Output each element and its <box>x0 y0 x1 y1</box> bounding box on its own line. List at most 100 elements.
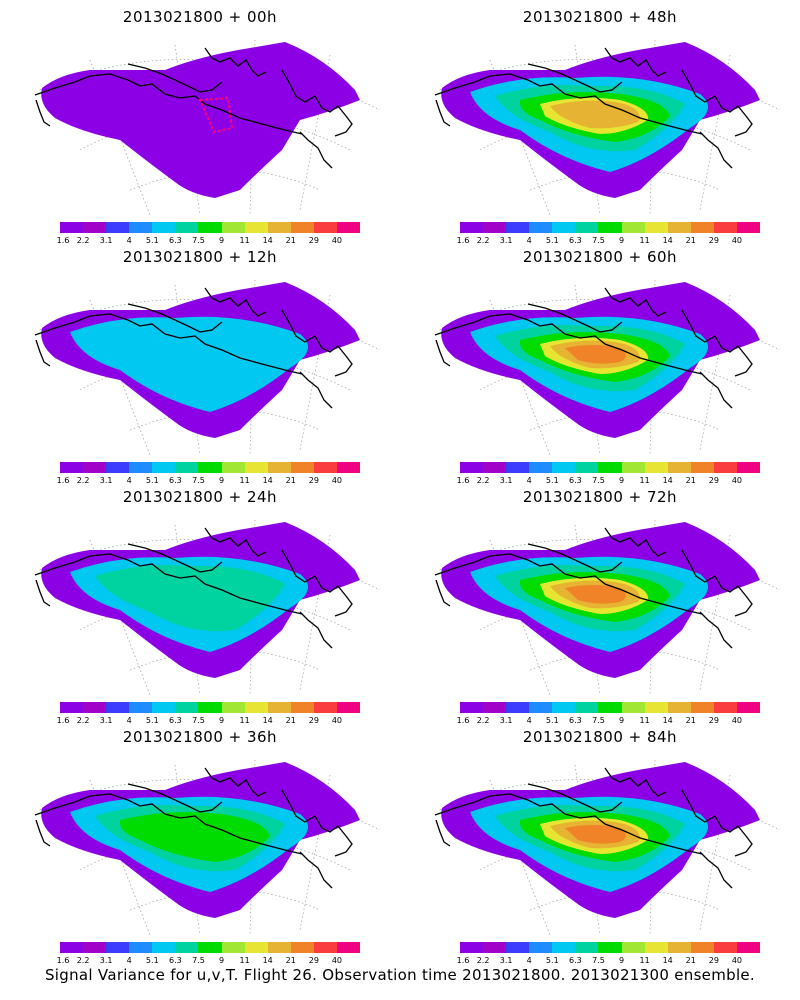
colorbar-swatch <box>152 222 176 233</box>
colorbar-swatch <box>552 222 576 233</box>
colorbar-label: 21 <box>285 716 296 725</box>
colorbar-swatch <box>644 702 668 713</box>
colorbar-label: 6.3 <box>169 716 182 725</box>
colorbar-label: 21 <box>285 476 296 485</box>
colorbar-label: 2.2 <box>476 236 490 245</box>
forecast-panel: 2013021800 + 12h 1.6 2.2 3.1 4 5.1 6.3 7.5 9 11 14… <box>0 240 400 485</box>
colorbar-swatch <box>60 222 84 233</box>
variance-contour <box>41 42 360 198</box>
colorbar-label: 6.3 <box>169 956 182 965</box>
colorbar-label: 29 <box>308 956 319 965</box>
colorbar-label: 14 <box>262 476 273 485</box>
colorbar-swatch <box>244 462 268 473</box>
colorbar-label: 1.6 <box>56 236 70 245</box>
coastline <box>127 543 223 573</box>
coastline <box>34 313 303 375</box>
colorbar-label: 11 <box>639 716 650 725</box>
colorbar-swatch <box>506 462 530 473</box>
colorbar-swatch <box>575 942 599 953</box>
colorbar-label: 6.3 <box>569 236 582 245</box>
colorbar-swatch <box>313 462 337 473</box>
colorbar-swatch <box>313 702 337 713</box>
panel-title: 2013021800 + 12h <box>122 248 278 266</box>
colorbar-label: 7.5 <box>592 476 605 485</box>
variance-map <box>34 279 381 456</box>
coastline <box>127 63 223 93</box>
colorbar-label: 4 <box>126 956 132 965</box>
variance-contour <box>565 585 626 604</box>
colorbar-label: 4 <box>526 956 532 965</box>
colorbar-swatch <box>106 222 130 233</box>
colorbar-swatch <box>644 462 668 473</box>
colorbar <box>460 942 761 953</box>
colorbar-label: 14 <box>262 716 273 725</box>
colorbar-label: 3.1 <box>99 716 113 725</box>
forecast-panel: 2013021800 + 00h 1.6 2.2 3.1 4 5.1 6.3 7.5 9 11 14… <box>0 0 400 245</box>
coastline <box>127 303 223 333</box>
colorbar-label: 29 <box>708 476 719 485</box>
panel-title: 2013021800 + 36h <box>122 728 278 746</box>
colorbar-swatch <box>736 702 761 713</box>
colorbar-label: 40 <box>731 716 743 725</box>
colorbar-swatch <box>290 942 314 953</box>
colorbar-swatch <box>736 462 761 473</box>
colorbar-label: 21 <box>285 236 296 245</box>
coastline <box>604 47 667 77</box>
colorbar-label: 5.1 <box>545 956 559 965</box>
variance-map <box>34 39 381 216</box>
colorbar-label: 6.3 <box>569 476 582 485</box>
colorbar-label: 9 <box>618 476 625 485</box>
colorbar-swatch <box>713 462 737 473</box>
colorbar-swatch <box>60 462 84 473</box>
colorbar-swatch <box>713 942 737 953</box>
colorbar-label: 11 <box>239 716 250 725</box>
colorbar-swatch <box>290 222 314 233</box>
colorbar-label: 21 <box>685 476 696 485</box>
colorbar-swatch <box>713 222 737 233</box>
variance-map <box>434 759 781 936</box>
coastline <box>527 303 623 333</box>
colorbar <box>460 222 761 233</box>
colorbar-swatch <box>713 702 737 713</box>
colorbar-swatch <box>552 462 576 473</box>
coastline <box>281 69 353 137</box>
colorbar-label: 9 <box>618 956 625 965</box>
colorbar-label: 9 <box>218 476 225 485</box>
colorbar-swatch <box>690 462 714 473</box>
colorbar-label: 9 <box>218 956 225 965</box>
coastline <box>604 767 667 797</box>
colorbar-label: 11 <box>639 236 650 245</box>
colorbar-swatch <box>575 222 599 233</box>
coastline <box>34 553 303 615</box>
forecast-panel: 2013021800 + 84h 1.6 2.2 3.1 4 5.1 6.3 7.5 9 11 14… <box>400 720 800 965</box>
colorbar-swatch <box>621 942 645 953</box>
colorbar-labels: 1.6 2.2 3.1 4 5.1 6.3 7.5 9 11 14 21 29 40 <box>56 236 360 246</box>
coastline <box>527 63 623 93</box>
colorbar-swatch <box>460 222 484 233</box>
colorbar-label: 14 <box>262 236 273 245</box>
variance-contour <box>565 345 626 364</box>
panel-title: 2013021800 + 60h <box>522 248 678 266</box>
colorbar-label: 9 <box>618 716 625 725</box>
colorbar-label: 2.2 <box>476 716 490 725</box>
colorbar-label: 2.2 <box>76 476 90 485</box>
colorbar-label: 7.5 <box>192 236 205 245</box>
colorbar-label: 40 <box>731 476 743 485</box>
colorbar-label: 4 <box>126 476 132 485</box>
colorbar-label: 3.1 <box>499 716 513 725</box>
coastline <box>681 69 753 137</box>
colorbar-swatch <box>736 942 761 953</box>
colorbar-label: 9 <box>218 236 225 245</box>
colorbar-swatch <box>290 462 314 473</box>
coastline <box>281 309 353 377</box>
colorbar-label: 5.1 <box>545 716 559 725</box>
figure-caption: Signal Variance for u,v,T. Flight 26. Ob… <box>44 966 756 984</box>
coastline <box>434 553 703 615</box>
coastline <box>527 783 623 813</box>
colorbar-swatch <box>598 942 622 953</box>
coastline <box>204 767 267 797</box>
colorbar-swatch <box>621 222 645 233</box>
variance-contour <box>119 812 270 862</box>
colorbar-label: 4 <box>526 236 532 245</box>
colorbar-label: 3.1 <box>99 956 113 965</box>
